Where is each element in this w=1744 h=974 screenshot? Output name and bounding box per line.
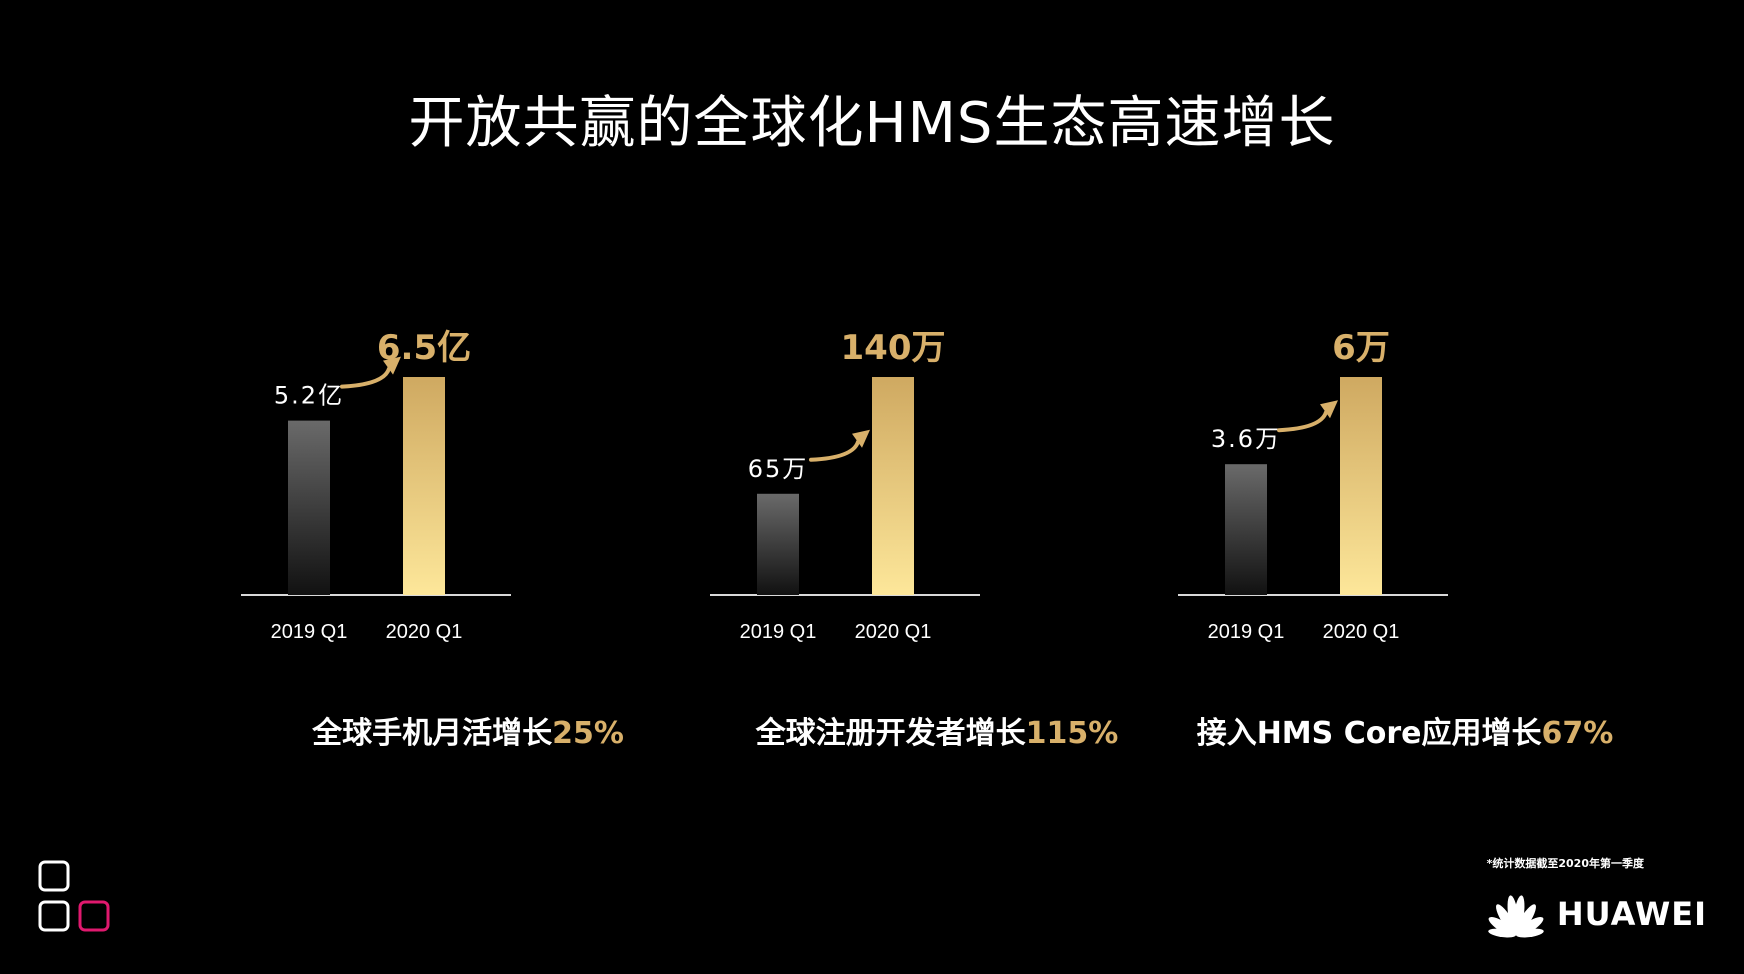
caption-developers: 全球注册开发者增长115%	[702, 708, 1172, 752]
data-label-2019-q1: 5.2亿	[274, 382, 344, 410]
chart-developers: 2019 Q1 2020 Q1 65万 140万	[710, 328, 980, 643]
page-title: 开放共赢的全球化HMS生态高速增长	[408, 91, 1336, 156]
caption-text: 接入HMS Core应用增长	[1196, 716, 1542, 751]
category-label: 2020 Q1	[1323, 621, 1400, 643]
caption-percent: 25%	[552, 716, 624, 751]
category-label: 2019 Q1	[740, 621, 817, 643]
bar-2020-q1	[872, 377, 914, 595]
growth-arrow-icon	[1277, 400, 1338, 433]
data-label-2020-q1: 6万	[1332, 328, 1390, 368]
chart-panel-developers: 2019 Q1 2020 Q1 65万 140万 全球注册开发者增长115%	[702, 300, 1172, 760]
data-label-2019-q1: 3.6万	[1211, 425, 1281, 453]
bar-2019-q1	[1225, 464, 1267, 595]
category-label: 2019 Q1	[271, 621, 348, 643]
caption-hms-core-apps: 接入HMS Core应用增长67%	[1170, 708, 1640, 752]
chart-monthly-active: 2019 Q1 2020 Q15.2亿6.5亿	[241, 328, 511, 643]
brand-name: HUAWEI	[1556, 895, 1707, 933]
category-label: 2020 Q1	[855, 621, 932, 643]
data-label-2020-q1: 140万	[841, 328, 946, 368]
huawei-petal-logo-icon	[1488, 895, 1544, 938]
huawei-logo: HUAWEI	[1485, 888, 1707, 940]
growth-arrow-icon	[809, 429, 870, 462]
app-grid-squares-icon	[38, 860, 110, 932]
data-label-2019-q1: 65万	[748, 455, 809, 483]
chart-panel-monthly-active: 2019 Q1 2020 Q1 5.2亿 6.5亿 全球手机月活增长25%	[233, 300, 703, 760]
growth-arrow-icon	[340, 356, 401, 389]
bar-2020-q1	[403, 377, 445, 595]
caption-percent: 115%	[1025, 716, 1119, 751]
caption-monthly-active: 全球手机月活增长25%	[233, 708, 703, 752]
category-label: 2019 Q1	[1208, 621, 1285, 643]
caption-text: 全球手机月活增长	[312, 716, 553, 751]
footnote: *统计数据截至2020年第一季度	[1486, 857, 1644, 870]
category-label: 2020 Q1	[386, 621, 463, 643]
chart-hms-core-apps: 2019 Q1 2020 Q1 3.6万 6万	[1178, 328, 1448, 643]
bar-2020-q1	[1340, 377, 1382, 595]
bar-2019-q1	[288, 420, 330, 595]
chart-panel-hms-core-apps: 2019 Q1 2020 Q1 3.6万 6万 接入HMS Core应用增长67%	[1170, 300, 1640, 760]
bar-2019-q1	[757, 493, 799, 595]
caption-percent: 67%	[1541, 716, 1614, 751]
caption-text: 全球注册开发者增长	[755, 716, 1026, 751]
